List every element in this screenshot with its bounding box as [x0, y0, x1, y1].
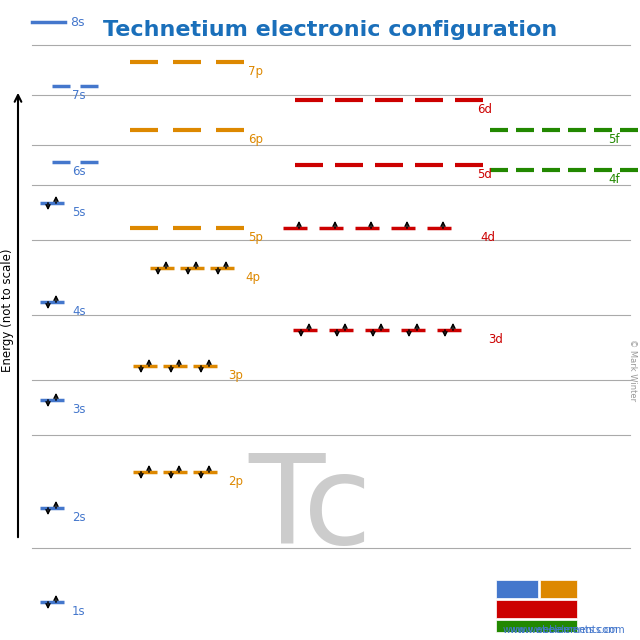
Text: 4s: 4s — [72, 305, 86, 318]
Bar — [496, 580, 538, 598]
Text: 7p: 7p — [248, 65, 263, 78]
Text: 4d: 4d — [480, 231, 495, 244]
Text: 5f: 5f — [608, 133, 620, 146]
Text: 6s: 6s — [72, 165, 86, 178]
Text: 6d: 6d — [477, 103, 492, 116]
Text: www.webelements.com: www.webelements.com — [509, 625, 625, 635]
Text: 4p: 4p — [245, 271, 260, 284]
Text: 3d: 3d — [488, 333, 503, 346]
Text: Tc: Tc — [248, 449, 372, 570]
Text: 5d: 5d — [477, 168, 492, 181]
Text: 5p: 5p — [248, 231, 263, 244]
Text: www.webelements.com: www.webelements.com — [502, 625, 618, 635]
Text: 2s: 2s — [72, 511, 86, 524]
Text: Technetium electronic configuration: Technetium electronic configuration — [103, 20, 557, 40]
Bar — [496, 620, 577, 632]
Text: 6p: 6p — [248, 133, 263, 146]
Text: 7s: 7s — [72, 89, 86, 102]
Bar — [496, 600, 577, 618]
Text: Energy (not to scale): Energy (not to scale) — [1, 248, 15, 372]
Text: 3s: 3s — [72, 403, 86, 416]
Text: 3p: 3p — [228, 369, 243, 382]
Text: 2p: 2p — [228, 475, 243, 488]
Bar — [540, 580, 577, 598]
Text: 1s: 1s — [72, 605, 86, 618]
Text: 5s: 5s — [72, 206, 86, 219]
Text: 4f: 4f — [608, 173, 620, 186]
Text: 8s: 8s — [70, 15, 84, 29]
Text: © Mark Winter: © Mark Winter — [627, 339, 637, 401]
